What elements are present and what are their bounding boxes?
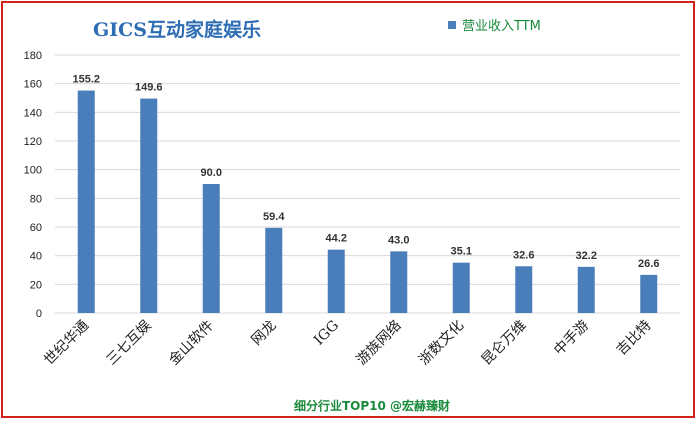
data-label: 32.6 [513, 249, 534, 261]
y-tick-label: 120 [24, 136, 42, 148]
category-label: 吉比特 [614, 318, 655, 359]
y-tick-label: 100 [24, 165, 42, 177]
data-label: 26.6 [638, 258, 659, 270]
bar [515, 266, 533, 313]
data-label: 59.4 [263, 211, 285, 223]
chart-frame [1, 1, 695, 418]
data-label: 44.2 [326, 233, 347, 245]
category-label: IGG [311, 318, 342, 349]
y-tick-label: 0 [36, 308, 42, 320]
y-tick-label: 20 [30, 279, 42, 291]
data-label: 35.1 [451, 246, 472, 258]
data-label: 43.0 [388, 234, 409, 246]
data-label: 149.6 [135, 82, 163, 94]
legend-swatch [448, 21, 456, 29]
bar [327, 249, 345, 313]
y-tick-label: 60 [30, 222, 42, 234]
bar [390, 251, 408, 313]
footer-caption: 细分行业TOP10 @宏赫臻财 [294, 398, 450, 413]
legend-label: 营业收入TTM [462, 19, 541, 34]
bars [77, 90, 658, 314]
category-label: 中手游 [551, 318, 592, 359]
y-axis-ticks: 0 20 40 60 80 100 120 140 160 180 [24, 50, 42, 320]
value-labels: 155.2 149.6 90.0 59.4 44.2 43.0 35.1 32.6 32.2 26… [72, 74, 659, 270]
category-label: 游族网络 [354, 318, 405, 369]
grid-lines [55, 54, 680, 285]
y-tick-label: 80 [30, 193, 42, 205]
data-label: 32.2 [576, 250, 597, 262]
category-label: 金山软件 [166, 318, 217, 369]
y-tick-label: 160 [24, 79, 42, 91]
data-label: 155.2 [72, 74, 100, 86]
bar [77, 90, 95, 314]
y-tick-label: 140 [24, 107, 42, 119]
category-label: 网龙 [248, 318, 279, 349]
bar [140, 98, 158, 313]
category-label: 三七互娱 [104, 318, 155, 369]
bar [202, 184, 220, 313]
category-labels: 世纪华通 三七互娱 金山软件 网龙 IGG 游族网络 浙数文化 昆仑万维 中手游 吉比特 [41, 318, 654, 369]
category-label: 浙数文化 [416, 318, 467, 369]
bar [265, 227, 283, 313]
data-label: 90.0 [201, 167, 222, 179]
y-tick-label: 180 [24, 50, 42, 62]
category-label: 昆仑万维 [479, 318, 530, 369]
y-tick-label: 40 [30, 251, 42, 263]
category-label: 世纪华通 [41, 318, 92, 369]
bar [640, 274, 658, 313]
chart-title: GICS互动家庭娱乐 [93, 18, 261, 41]
bar [452, 262, 470, 313]
bar [577, 266, 595, 313]
